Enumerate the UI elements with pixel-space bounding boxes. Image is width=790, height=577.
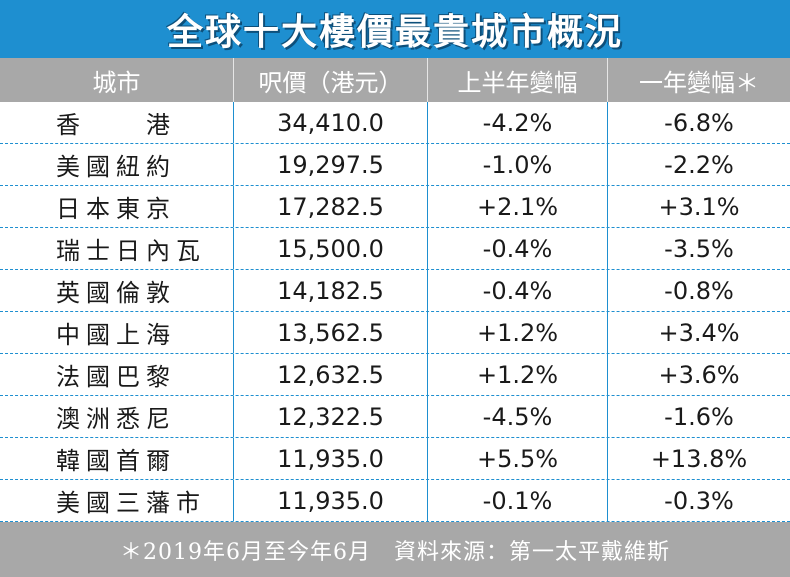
table-header: 城市 呎價（港元） 上半年變幅 一年變幅＊ <box>0 58 790 102</box>
header-one-year-change: 一年變幅＊ <box>639 68 759 97</box>
cell-half-year-change: -4.5% <box>428 396 608 437</box>
cell-one-year-change: +3.1% <box>658 192 740 221</box>
table-row: 法國巴黎 12,632.5 +1.2% +3.6% <box>0 354 790 396</box>
table-row: 美國紐約 19,297.5 -1.0% -2.2% <box>0 144 790 186</box>
cell-price: 19,297.5 <box>234 144 428 185</box>
cell-half-year-change: -0.4% <box>428 228 608 269</box>
header-half-year-change: 上半年變幅 <box>428 58 608 102</box>
cell-one-year-change: -6.8% <box>664 108 734 137</box>
cell-price: 11,935.0 <box>234 438 428 479</box>
cell-one-year-change: -3.5% <box>664 234 734 263</box>
cell-one-year-change: -1.6% <box>664 402 734 431</box>
table-row: 英國倫敦 14,182.5 -0.4% -0.8% <box>0 270 790 312</box>
cell-half-year-change: +1.2% <box>428 354 608 395</box>
table-row: 中國上海 13,562.5 +1.2% +3.4% <box>0 312 790 354</box>
table-row: 美國三藩市 11,935.0 -0.1% -0.3% <box>0 480 790 522</box>
title-bar: 全球十大樓價最貴城市概況 <box>0 0 790 58</box>
cell-price: 14,182.5 <box>234 270 428 311</box>
header-city: 城市 <box>0 58 234 102</box>
table-row: 香 港 34,410.0 -4.2% -6.8% <box>0 102 790 144</box>
table-row: 澳洲悉尼 12,322.5 -4.5% -1.6% <box>0 396 790 438</box>
cell-city: 法國巴黎 <box>0 354 234 395</box>
table-row: 日本東京 17,282.5 +2.1% +3.1% <box>0 186 790 228</box>
cell-city: 美國紐約 <box>0 144 234 185</box>
cell-city: 日本東京 <box>0 186 234 227</box>
cell-price: 13,562.5 <box>234 312 428 353</box>
cell-city: 澳洲悉尼 <box>0 396 234 437</box>
cell-city: 瑞士日內瓦 <box>0 228 234 269</box>
cell-one-year-change: +13.8% <box>650 444 748 473</box>
cell-half-year-change: -0.1% <box>428 480 608 521</box>
cell-price: 34,410.0 <box>234 102 428 143</box>
table-body: 香 港 34,410.0 -4.2% -6.8% 美國紐約 19,297.5 -1.0% -2… <box>0 102 790 522</box>
cell-price: 15,500.0 <box>234 228 428 269</box>
cell-price: 12,322.5 <box>234 396 428 437</box>
cell-price: 11,935.0 <box>234 480 428 521</box>
footnote: ＊2019年6月至今年6月 資料來源：第一太平戴維斯 <box>120 539 670 565</box>
cell-city: 英國倫敦 <box>0 270 234 311</box>
table-row: 瑞士日內瓦 15,500.0 -0.4% -3.5% <box>0 228 790 270</box>
header-price: 呎價（港元） <box>234 58 428 102</box>
cell-city: 香 港 <box>0 102 234 143</box>
cell-half-year-change: -0.4% <box>428 270 608 311</box>
cell-city: 美國三藩市 <box>0 480 234 521</box>
cell-half-year-change: +5.5% <box>428 438 608 479</box>
cell-half-year-change: -4.2% <box>428 102 608 143</box>
footnote-bar: ＊2019年6月至今年6月 資料來源：第一太平戴維斯 <box>0 522 790 577</box>
cell-one-year-change: +3.6% <box>658 360 740 389</box>
cell-half-year-change: -1.0% <box>428 144 608 185</box>
cell-one-year-change: -0.3% <box>664 486 734 515</box>
cell-price: 12,632.5 <box>234 354 428 395</box>
table-row: 韓國首爾 11,935.0 +5.5% +13.8% <box>0 438 790 480</box>
cell-city: 中國上海 <box>0 312 234 353</box>
cell-one-year-change: -0.8% <box>664 276 734 305</box>
cell-one-year-change: -2.2% <box>664 150 734 179</box>
page-title: 全球十大樓價最貴城市概況 <box>166 12 623 53</box>
cell-price: 17,282.5 <box>234 186 428 227</box>
cell-half-year-change: +1.2% <box>428 312 608 353</box>
cell-half-year-change: +2.1% <box>428 186 608 227</box>
cell-one-year-change: +3.4% <box>658 318 740 347</box>
cell-city: 韓國首爾 <box>0 438 234 479</box>
